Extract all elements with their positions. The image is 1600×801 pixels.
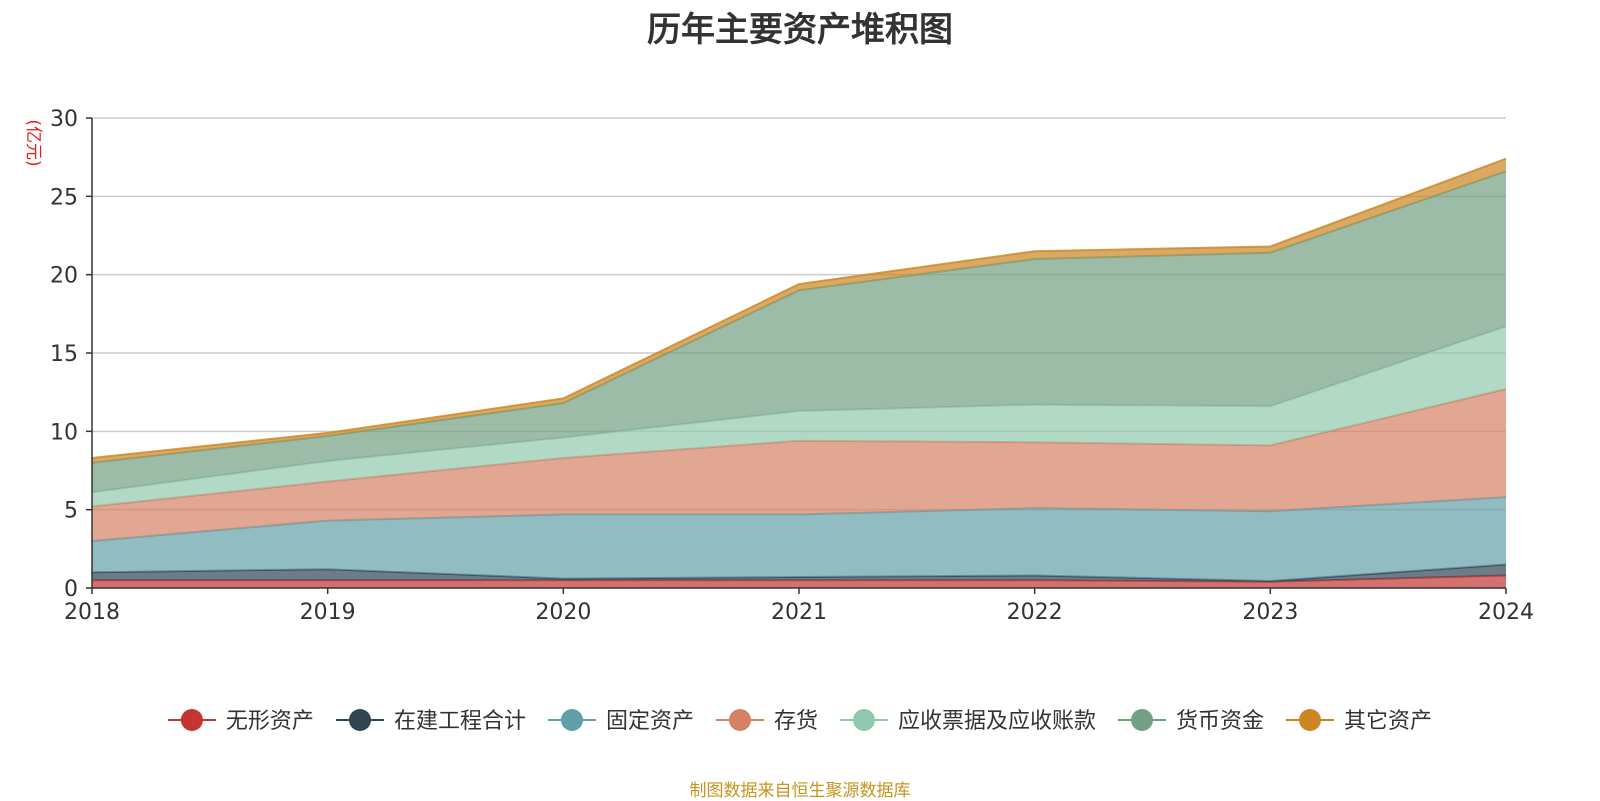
legend-label-5: 货币资金 xyxy=(1176,709,1264,734)
legend-label-6: 其它资产 xyxy=(1344,709,1432,734)
legend-marker-5 xyxy=(1131,709,1153,731)
series-line-6 xyxy=(91,157,1507,459)
legend[interactable]: 无形资产 在建工程合计 固定资产 存货 应收票据及应收账款 货币资金 其它资产 xyxy=(167,709,1432,734)
y-tick-label: 20 xyxy=(50,264,78,289)
x-tick-label: 2018 xyxy=(64,600,120,625)
x-tick-label: 2021 xyxy=(771,600,827,625)
legend-item-4[interactable]: 应收票据及应收账款 xyxy=(840,709,1096,734)
legend-item-2[interactable]: 固定资产 xyxy=(548,709,694,734)
y-tick-label: 10 xyxy=(50,420,78,445)
legend-label-4: 应收票据及应收账款 xyxy=(898,709,1096,734)
legend-marker-0 xyxy=(180,709,203,731)
legend-label-1: 在建工程合计 xyxy=(394,709,526,734)
area-series-5[interactable] xyxy=(92,171,1506,493)
area-series-1[interactable] xyxy=(92,564,1506,582)
legend-label-2: 固定资产 xyxy=(606,709,694,734)
y-tick-label: 25 xyxy=(50,185,78,210)
legend-marker-1 xyxy=(349,709,371,731)
legend-marker-3 xyxy=(729,709,751,731)
x-tick-label: 2022 xyxy=(1007,600,1063,625)
axes: 0 5 10 15 20 25 30 2018 2019 2020 2021 2022 2023 2024 xyxy=(50,107,1534,625)
legend-item-3[interactable]: 存货 xyxy=(716,709,818,734)
legend-label-3: 存货 xyxy=(774,709,818,734)
legend-item-6[interactable]: 其它资产 xyxy=(1286,709,1432,734)
source-note: 制图数据来自恒生聚源数据库 xyxy=(689,781,911,801)
area-series-0[interactable] xyxy=(92,575,1506,589)
chart-title: 历年主要资产堆积图 xyxy=(647,10,953,50)
x-tick-label: 2019 xyxy=(300,600,356,625)
legend-marker-2 xyxy=(561,709,583,731)
legend-item-0[interactable]: 无形资产 xyxy=(167,709,314,734)
x-tick-label: 2020 xyxy=(535,600,591,625)
y-tick-label: 0 xyxy=(64,577,78,602)
x-tick-label: 2023 xyxy=(1242,600,1298,625)
y-tick-label: 15 xyxy=(50,342,78,367)
legend-item-1[interactable]: 在建工程合计 xyxy=(336,709,526,734)
area-series-3[interactable] xyxy=(92,389,1506,541)
legend-marker-6 xyxy=(1299,709,1321,731)
legend-label-0: 无形资产 xyxy=(226,709,314,734)
y-tick-label: 5 xyxy=(64,499,78,524)
legend-marker-4 xyxy=(853,709,875,731)
x-tick-label: 2024 xyxy=(1478,600,1534,625)
unit-label: (亿元) xyxy=(23,119,43,166)
area-series xyxy=(91,157,1507,589)
legend-item-5[interactable]: 货币资金 xyxy=(1118,709,1264,734)
y-tick-label: 30 xyxy=(50,107,78,132)
area-series-4[interactable] xyxy=(92,326,1506,507)
